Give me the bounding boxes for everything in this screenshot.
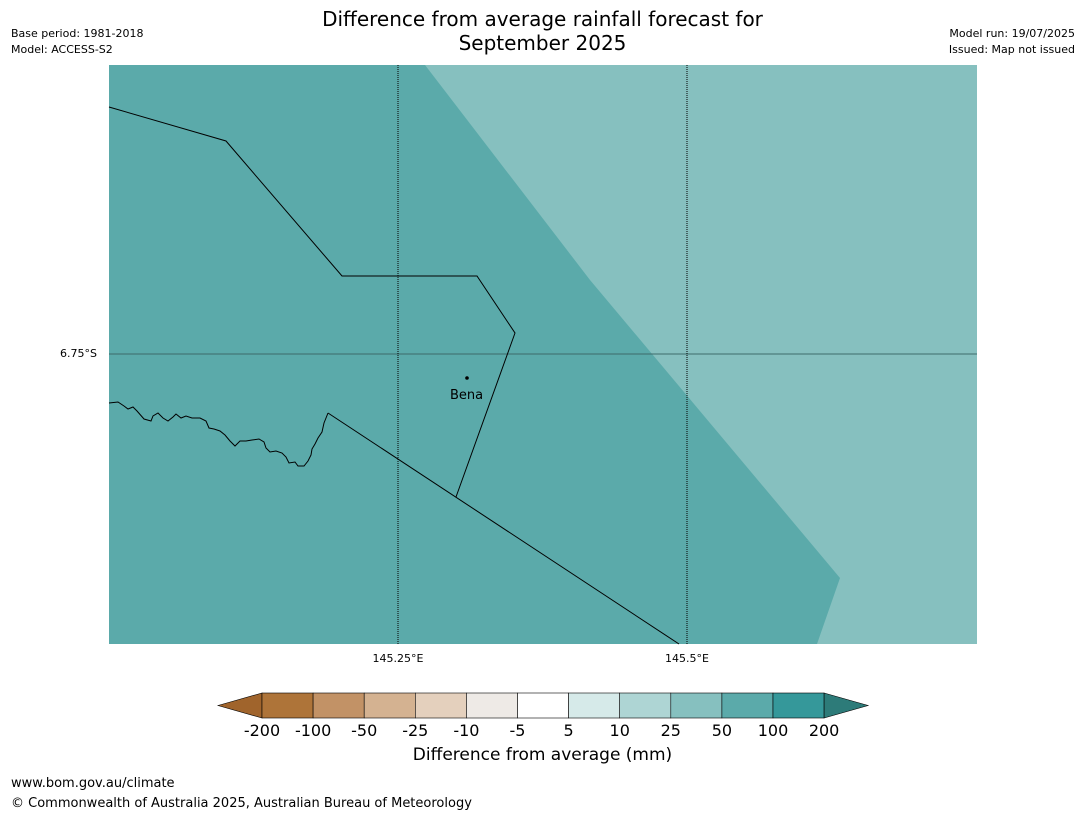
map-canvas[interactable] — [0, 0, 1085, 680]
longitude-label-2: 145.5°E — [665, 652, 709, 665]
colorbar-swatch — [772, 692, 825, 719]
model-run: Model run: 19/07/2025 — [949, 27, 1075, 40]
footer-url[interactable]: www.bom.gov.au/climate — [11, 776, 175, 791]
colorbar-tick-label: 25 — [660, 721, 681, 740]
colorbar-tick-label: -200 — [243, 721, 281, 740]
colorbar-swatch — [517, 692, 569, 719]
footer-copyright: © Commonwealth of Australia 2025, Austra… — [11, 796, 472, 811]
map-area[interactable] — [0, 0, 1085, 680]
colorbar-swatch — [363, 692, 416, 719]
colorbar-tick-label: 100 — [757, 721, 789, 740]
colorbar-svg — [216, 692, 870, 719]
province-border-north — [108, 106, 516, 498]
colorbar-swatch — [466, 692, 518, 719]
bena-marker — [465, 376, 469, 380]
colorbar-swatch — [414, 692, 467, 719]
meta-right: Model run: 19/07/2025 Issued: Map not is… — [949, 26, 1075, 58]
model-name: Model: ACCESS-S2 — [11, 43, 113, 56]
title-line-2: September 2025 — [458, 31, 627, 55]
colorbar-swatch — [721, 692, 774, 719]
place-label-bena: Bena — [450, 388, 484, 403]
meta-left: Base period: 1981-2018 Model: ACCESS-S2 — [11, 26, 143, 58]
issued-status: Issued: Map not issued — [948, 43, 1075, 56]
colorbar-tick-label: -25 — [402, 721, 429, 740]
colorbar-extend-low — [216, 692, 263, 719]
province-border-south — [327, 412, 680, 645]
colorbar-tick-label: 200 — [808, 721, 840, 740]
colorbar-swatch — [619, 692, 672, 719]
colorbar-extend-high — [823, 692, 870, 719]
province-border-west — [108, 401, 329, 467]
colorbar-swatch — [261, 692, 314, 719]
colorbar-tick-label: -5 — [509, 721, 526, 740]
colorbar — [0, 690, 1085, 760]
colorbar-tick-label: 10 — [609, 721, 630, 740]
title-line-1: Difference from average rainfall forecas… — [322, 7, 763, 31]
colorbar-tick-label: 5 — [563, 721, 574, 740]
colorbar-tick-label: 50 — [711, 721, 733, 740]
longitude-label-1: 145.25°E — [372, 652, 424, 665]
colorbar-swatch — [568, 692, 620, 719]
colorbar-swatch — [670, 692, 723, 719]
latitude-label: 6.75°S — [60, 347, 97, 360]
map-title: Difference from average rainfall forecas… — [0, 7, 1085, 55]
colorbar-swatch — [312, 692, 365, 719]
colorbar-tick-label: -50 — [351, 721, 378, 740]
base-period: Base period: 1981-2018 — [11, 27, 144, 40]
colorbar-tick-label: -100 — [294, 721, 332, 740]
colorbar-tick-label: -10 — [453, 721, 480, 740]
colorbar-label: Difference from average (mm) — [412, 745, 673, 765]
